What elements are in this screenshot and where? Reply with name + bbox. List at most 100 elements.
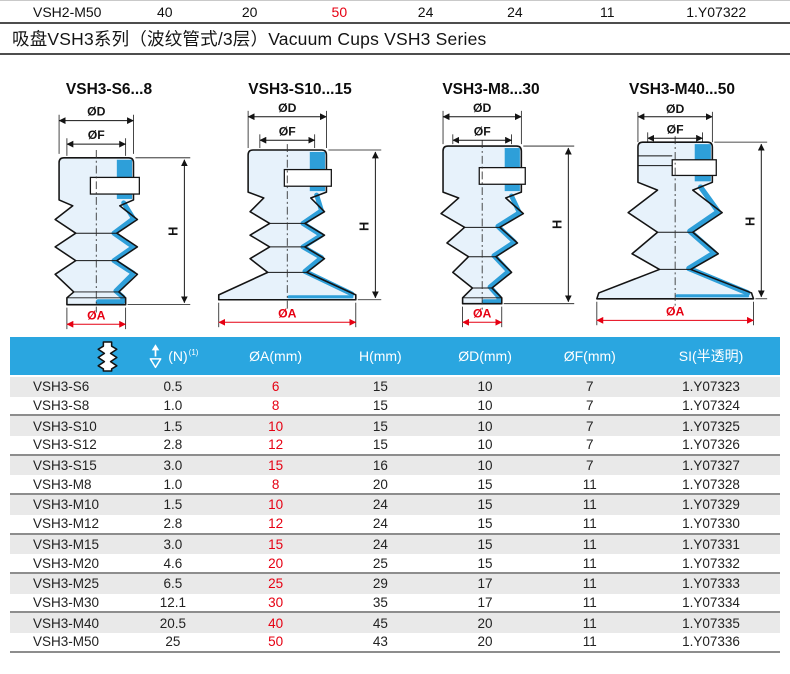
value-cell: 50 xyxy=(268,634,284,650)
value-cell: 20 xyxy=(477,634,493,650)
value-cell: 45 xyxy=(372,615,388,631)
value-cell: 1.Y07325 xyxy=(682,418,740,434)
value-cell: 2.8 xyxy=(163,437,183,453)
model-cell: VSH3-S10 xyxy=(33,418,97,434)
value-cell: 11 xyxy=(582,576,597,592)
header-cell-h: H(mm) xyxy=(358,348,402,364)
value-cell: 1.5 xyxy=(163,418,183,434)
diagram-title: VSH3-S10...15 xyxy=(248,81,352,98)
value-cell: 11 xyxy=(582,536,597,552)
dim-label-oa: ØA xyxy=(87,308,106,322)
value-cell: 11 xyxy=(582,476,597,492)
table-row: VSH3-M10 1.5 10 24 15 11 1.Y07329 xyxy=(10,495,780,515)
value-cell: 17 xyxy=(477,594,493,610)
lifting-force-icon xyxy=(149,343,162,368)
table-row: VSH3-S8 1.0 8 15 10 7 1.Y07324 xyxy=(10,396,780,417)
table-row: VSH3-M20 4.6 20 25 15 11 1.Y07332 xyxy=(10,554,780,574)
value-cell: 7 xyxy=(586,458,594,474)
table-row: VSH3-S6 0.5 6 15 10 7 1.Y07323 xyxy=(10,377,780,397)
value-cell: 17 xyxy=(477,576,493,592)
cup-cross-section-diagram: ØD ØF ØA H xyxy=(54,105,191,330)
header-cell-of: ØF(mm) xyxy=(563,348,616,364)
value-cell: 1.Y07336 xyxy=(682,634,740,650)
value-cell: 11 xyxy=(582,615,597,631)
value-cell: 0.5 xyxy=(163,379,183,395)
value-cell: 3.0 xyxy=(163,458,183,474)
diagram-title: VSH3-M40...50 xyxy=(629,81,735,98)
prev-row-value: 20 xyxy=(241,3,258,20)
value-cell: 7 xyxy=(586,437,594,453)
diagram-panel-s6-8: VSH3-S6...8 ØD ØF ØA H xyxy=(16,81,202,336)
dim-label-oa: ØA xyxy=(666,304,685,318)
model-cell: VSH3-M10 xyxy=(33,497,100,513)
table-row: VSH3-M12 2.8 12 24 15 11 1.Y07330 xyxy=(10,514,780,535)
value-cell: 40 xyxy=(268,615,284,631)
value-cell: 11 xyxy=(582,555,597,571)
value-cell: 1.0 xyxy=(163,398,183,414)
diagram-panel-m40-50: VSH3-M40...50 ØD ØF ØA H xyxy=(589,81,775,336)
model-cell: VSH3-S6 xyxy=(33,379,90,395)
value-cell: 12.1 xyxy=(159,594,186,610)
value-cell: 15 xyxy=(477,555,493,571)
value-cell: 1.Y07327 xyxy=(682,458,740,474)
value-cell: 10 xyxy=(477,379,493,395)
value-cell: 1.Y07332 xyxy=(682,555,740,571)
value-cell: 1.Y07329 xyxy=(682,497,740,513)
dim-label-of: ØF xyxy=(474,124,492,138)
prev-row-value: 11 xyxy=(600,3,615,20)
value-cell: 8 xyxy=(271,398,280,414)
value-cell: 15 xyxy=(268,536,284,552)
value-cell: 10 xyxy=(268,418,284,434)
value-cell: 15 xyxy=(372,398,388,414)
dim-label-od: ØD xyxy=(473,103,492,115)
value-cell: 6.5 xyxy=(163,576,183,592)
value-cell: 20.5 xyxy=(159,615,186,631)
header-cell-si: SI(半透明) xyxy=(678,348,744,364)
dim-label-od: ØD xyxy=(666,103,685,116)
model-cell: VSH3-M20 xyxy=(33,555,100,571)
value-cell: 12 xyxy=(268,516,284,532)
prev-row-value: 24 xyxy=(417,3,434,20)
value-cell: 24 xyxy=(372,536,388,552)
value-cell: 1.5 xyxy=(163,497,183,513)
table-row: VSH3-M15 3.0 15 24 15 11 1.Y07331 xyxy=(10,534,780,555)
dim-label-h: H xyxy=(166,227,181,236)
value-cell: 1.0 xyxy=(163,476,183,492)
table-row: VSH3-M40 20.5 40 45 20 11 1.Y07335 xyxy=(10,613,780,633)
prev-row-model: VSH2-M50 xyxy=(33,3,102,20)
header-cell-oa: ØA(mm) xyxy=(249,348,303,364)
dim-label-oa: ØA xyxy=(278,306,297,320)
dim-label-h: H xyxy=(549,220,564,229)
value-cell: 7 xyxy=(586,398,594,414)
dim-label-od: ØD xyxy=(87,105,106,119)
value-cell: 11 xyxy=(582,594,597,610)
value-cell: 10 xyxy=(477,418,493,434)
dim-label-od: ØD xyxy=(278,103,297,115)
value-cell: 25 xyxy=(268,576,284,592)
force-unit-label: (N) xyxy=(168,348,188,364)
value-cell: 24 xyxy=(372,516,388,532)
diagram-title: VSH3-M8...30 xyxy=(442,81,540,98)
header-cell-model xyxy=(10,340,122,372)
table-row: VSH3-S12 2.8 12 15 10 7 1.Y07326 xyxy=(10,436,780,456)
value-cell: 1.Y07335 xyxy=(682,615,740,631)
value-cell: 15 xyxy=(477,476,493,492)
value-cell: 15 xyxy=(372,379,388,395)
diagram-panel-s10-15: VSH3-S10...15 ØD ØF ØA H xyxy=(207,81,393,336)
model-cell: VSH3-S15 xyxy=(33,458,97,474)
dim-label-h: H xyxy=(742,217,757,226)
dim-label-of: ØF xyxy=(667,122,685,136)
value-cell: 15 xyxy=(477,516,493,532)
table-row: VSH3-S10 1.5 10 15 10 7 1.Y07325 xyxy=(10,416,780,437)
value-cell: 15 xyxy=(372,437,388,453)
model-cell: VSH3-M15 xyxy=(33,536,100,552)
prev-row-value: 24 xyxy=(507,3,523,20)
table-row: VSH3-M50 25 50 43 20 11 1.Y07336 xyxy=(10,632,780,653)
table-row: VSH3-M8 1.0 8 20 15 11 1.Y07328 xyxy=(10,475,780,496)
value-cell: 30 xyxy=(268,594,284,610)
value-cell: 1.Y07328 xyxy=(682,476,740,492)
value-cell: 10 xyxy=(477,437,493,453)
value-cell: 7 xyxy=(586,379,594,395)
value-cell: 4.6 xyxy=(163,555,183,571)
